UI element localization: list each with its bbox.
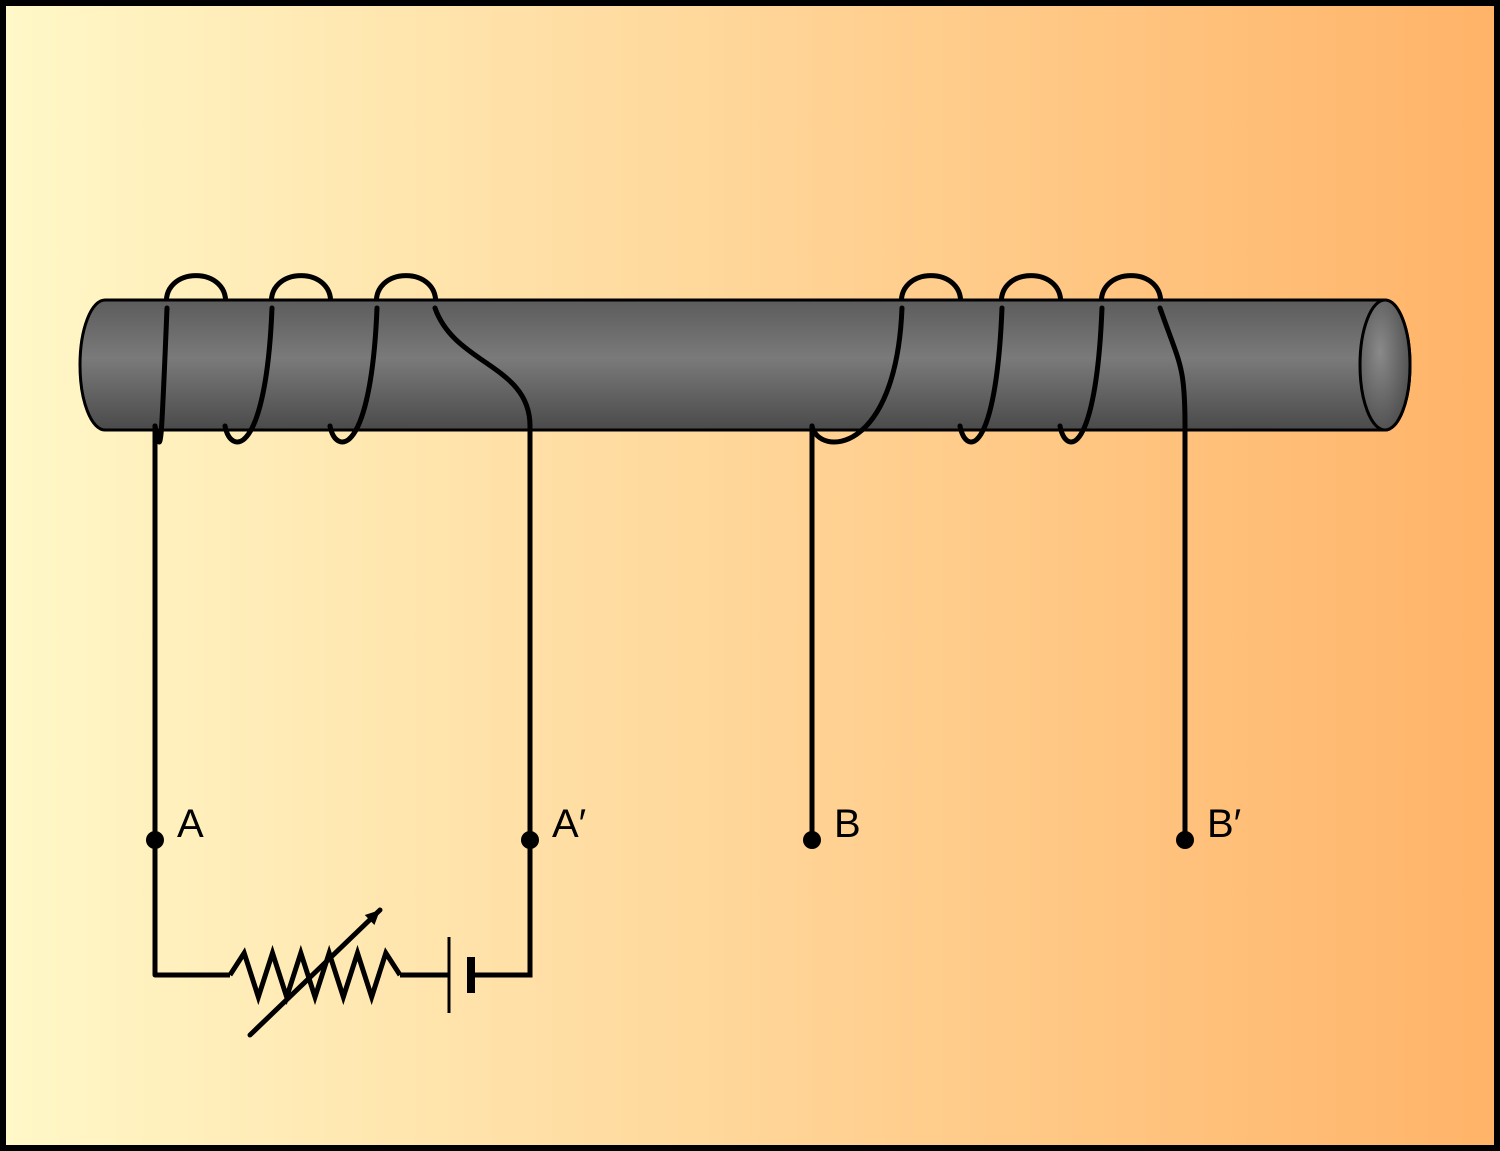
background — [0, 0, 1500, 1151]
terminal-dot-B — [803, 831, 821, 849]
rod-body — [80, 300, 1410, 430]
terminal-label-Aprime: A′ — [552, 802, 586, 847]
iron-rod — [80, 300, 1410, 430]
terminal-label-Bprime: B′ — [1207, 802, 1241, 847]
rod-endcap — [1360, 300, 1410, 430]
diagram-canvas: A A′ B B′ — [0, 0, 1500, 1151]
terminal-dot-Bprime — [1176, 831, 1194, 849]
terminal-label-B: B — [834, 802, 861, 847]
terminal-label-A: A — [177, 802, 204, 847]
diagram-svg — [0, 0, 1500, 1151]
